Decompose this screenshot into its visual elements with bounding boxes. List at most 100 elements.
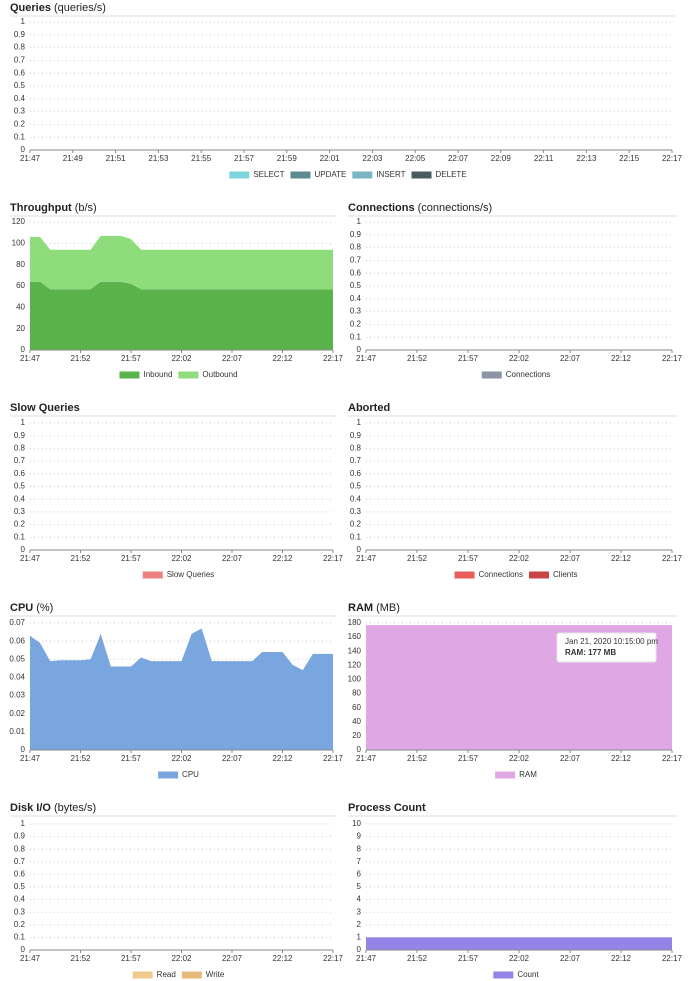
x-tick-label: 21:47	[20, 354, 41, 363]
x-tick-label: 21:47	[20, 754, 41, 763]
y-tick-label: 0.01	[9, 727, 25, 736]
x-tick-label: 21:57	[234, 154, 255, 163]
x-tick-label: 22:09	[491, 154, 512, 163]
title-main: CPU	[10, 602, 33, 614]
y-tick-label: 0	[21, 945, 26, 954]
x-tick-label: 21:52	[407, 554, 428, 563]
chart-title: Connections (connections/s)	[348, 202, 492, 214]
legend-label: RAM	[519, 770, 537, 779]
y-tick-label: 60	[352, 703, 361, 712]
x-tick-label: 21:52	[70, 754, 91, 763]
y-tick-label: 0.3	[14, 507, 26, 516]
y-tick-label: 0.4	[350, 494, 362, 503]
y-tick-label: 9	[357, 832, 362, 841]
title-unit: (%)	[36, 602, 53, 614]
legend-label: Count	[517, 970, 539, 979]
legend-label: Outbound	[202, 370, 237, 379]
y-tick-label: 20	[16, 324, 25, 333]
legend-swatch	[178, 371, 199, 379]
y-tick-label: 6	[357, 870, 362, 879]
y-tick-label: 0.5	[350, 281, 362, 290]
y-tick-label: 180	[348, 618, 362, 627]
x-tick-label: 22:17	[323, 754, 344, 763]
x-tick-label: 22:01	[320, 154, 341, 163]
x-tick-label: 21:52	[407, 754, 428, 763]
x-tick-label: 21:52	[70, 954, 91, 963]
y-tick-label: 0.6	[350, 268, 362, 277]
y-tick-label: 0	[357, 345, 362, 354]
legend-label: CPU	[182, 770, 199, 779]
y-tick-label: 0	[357, 545, 362, 554]
y-tick-label: 1	[357, 933, 362, 942]
chart-title: RAM (MB)	[348, 602, 400, 614]
y-tick-label: 0	[21, 345, 26, 354]
title-unit: (b/s)	[75, 202, 97, 214]
y-tick-label: 7	[357, 857, 362, 866]
x-tick-label: 22:03	[362, 154, 383, 163]
x-tick-label: 22:02	[509, 554, 530, 563]
x-tick-label: 22:07	[222, 554, 243, 563]
y-tick-label: 0.1	[350, 332, 362, 341]
x-tick-label: 22:13	[576, 154, 597, 163]
chart-title: Aborted	[348, 402, 390, 414]
x-tick-label: 22:17	[662, 154, 683, 163]
area	[366, 937, 672, 950]
y-tick-label: 0.3	[14, 907, 26, 916]
y-tick-label: 0.03	[9, 691, 25, 700]
title-unit: (bytes/s)	[54, 802, 96, 814]
chart-title: Slow Queries	[10, 402, 80, 414]
y-tick-label: 0	[357, 745, 362, 754]
y-tick-label: 0.2	[14, 120, 26, 129]
y-tick-label: 40	[16, 302, 25, 311]
x-tick-label: 22:17	[662, 754, 683, 763]
x-tick-label: 21:57	[121, 554, 142, 563]
y-tick-label: 120	[348, 660, 362, 669]
x-tick-label: 21:51	[106, 154, 127, 163]
y-tick-label: 0.05	[9, 654, 25, 663]
title-unit: (MB)	[376, 602, 400, 614]
x-tick-label: 21:47	[356, 354, 377, 363]
y-tick-label: 0.2	[14, 520, 26, 529]
y-tick-label: 0.9	[350, 230, 362, 239]
x-tick-label: 21:47	[356, 554, 377, 563]
x-tick-label: 21:57	[121, 754, 142, 763]
x-tick-label: 22:17	[323, 954, 344, 963]
x-tick-label: 22:07	[222, 954, 243, 963]
y-tick-label: 0.7	[14, 456, 26, 465]
x-tick-label: 21:57	[458, 954, 479, 963]
legend-swatch	[119, 371, 140, 379]
y-tick-label: 0.7	[14, 56, 26, 65]
title-main: Connections	[348, 202, 415, 214]
y-tick-label: 120	[12, 217, 26, 226]
chart-title: Process Count	[348, 802, 426, 814]
x-tick-label: 21:47	[20, 954, 41, 963]
y-tick-label: 0.5	[350, 482, 362, 491]
y-tick-label: 1	[357, 217, 362, 226]
y-tick-label: 0.7	[350, 256, 362, 265]
area	[30, 235, 333, 290]
y-tick-label: 0.5	[14, 482, 26, 491]
x-tick-label: 22:12	[272, 754, 293, 763]
y-tick-label: 1	[21, 418, 26, 427]
x-tick-label: 22:12	[272, 954, 293, 963]
legend-swatch	[352, 171, 373, 179]
legend-label: UPDATE	[314, 170, 346, 179]
x-tick-label: 22:12	[611, 354, 632, 363]
y-tick-label: 160	[348, 632, 362, 641]
x-tick-label: 21:47	[20, 154, 41, 163]
title-main: Disk I/O	[10, 802, 51, 814]
y-tick-label: 0.2	[350, 520, 362, 529]
x-tick-label: 22:07	[560, 554, 581, 563]
y-tick-label: 0.8	[14, 43, 26, 52]
x-tick-label: 21:49	[63, 154, 84, 163]
x-tick-label: 22:17	[662, 554, 683, 563]
x-tick-label: 22:02	[171, 954, 192, 963]
x-tick-label: 21:57	[121, 354, 142, 363]
y-tick-label: 4	[357, 895, 362, 904]
y-tick-label: 60	[16, 281, 25, 290]
y-tick-label: 0.1	[14, 132, 26, 141]
y-tick-label: 0.1	[14, 532, 26, 541]
title-unit: (queries/s)	[54, 2, 106, 14]
y-tick-label: 0.04	[9, 673, 25, 682]
y-tick-label: 0	[21, 145, 26, 154]
